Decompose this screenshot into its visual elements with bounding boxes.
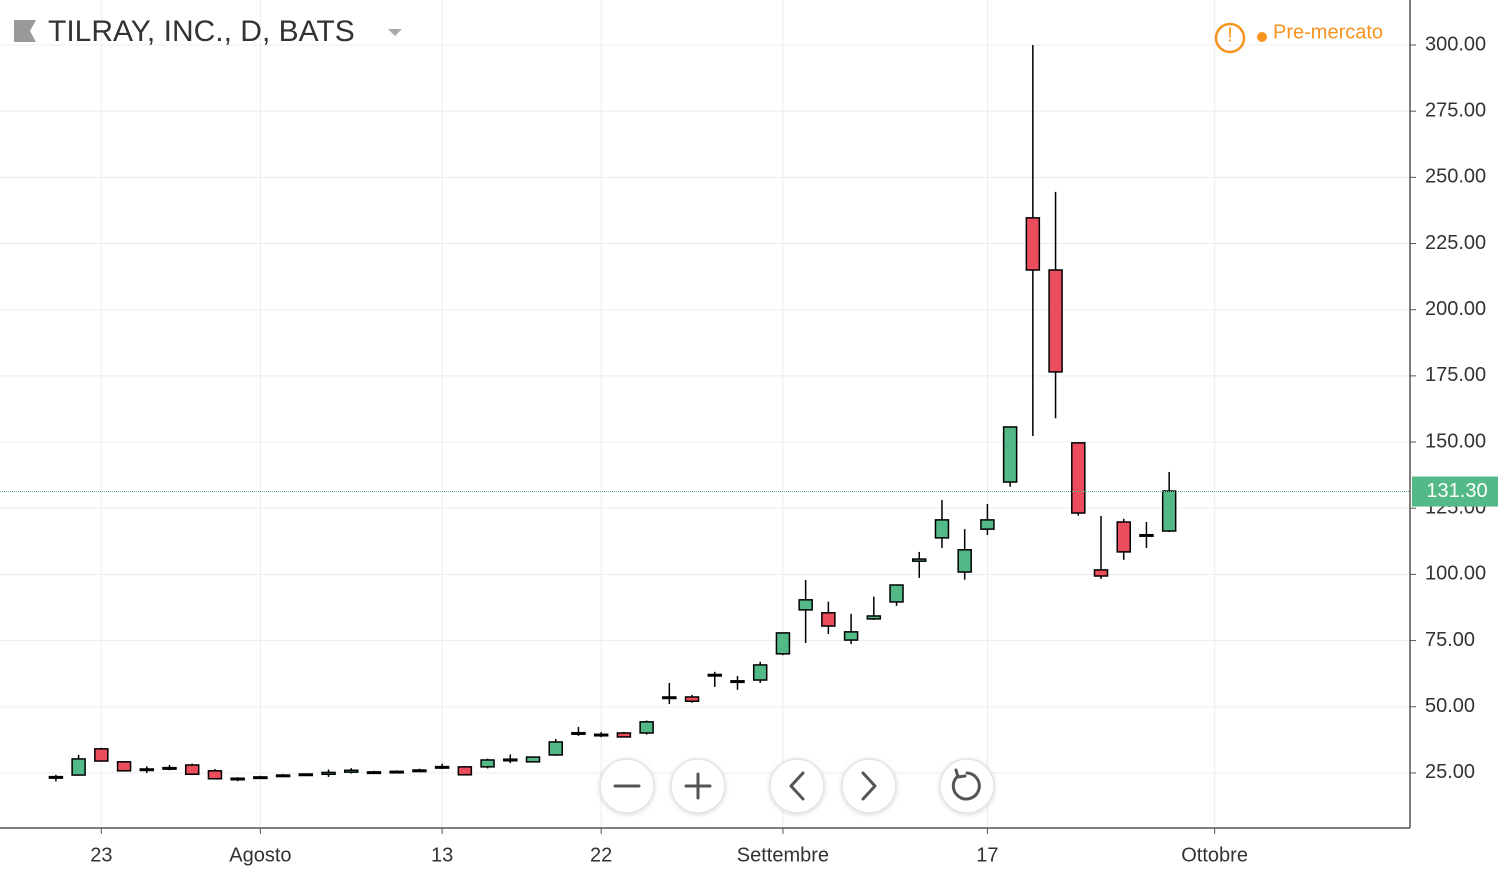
candle-body	[548, 741, 563, 756]
y-tick-label: 275.00	[1425, 99, 1486, 121]
candle-body	[480, 759, 495, 768]
scroll-right-button[interactable]	[841, 758, 897, 814]
x-tick-label: Ottobre	[1181, 844, 1248, 866]
axes: 25.0050.0075.00100.00125.00150.00175.002…	[90, 33, 1498, 866]
scroll-left-button[interactable]	[769, 758, 825, 814]
candle-body	[366, 771, 382, 775]
candle-body	[162, 766, 177, 770]
y-tick-label: 100.00	[1425, 563, 1486, 585]
candle-body	[911, 558, 927, 562]
x-tick-label: 13	[431, 844, 453, 866]
candle-body	[457, 766, 473, 776]
candle-body	[571, 731, 586, 735]
candle-body	[207, 770, 223, 780]
x-tick-label: 23	[90, 844, 112, 866]
zoom-out-button[interactable]	[599, 758, 655, 814]
candle-body	[434, 765, 450, 769]
candle-body	[980, 519, 995, 530]
candles	[0, 45, 1410, 782]
reset-button[interactable]	[939, 758, 995, 814]
candle-body	[752, 664, 768, 681]
candle-body	[843, 631, 859, 641]
candle-body	[662, 696, 677, 700]
candle-body	[957, 549, 972, 573]
flag-icon	[14, 20, 36, 42]
y-tick-label: 25.00	[1425, 761, 1475, 783]
candle-body	[889, 584, 904, 603]
candle-body	[866, 615, 882, 620]
y-tick-label: 225.00	[1425, 232, 1486, 254]
y-tick-label: 175.00	[1425, 364, 1486, 386]
candle-body	[525, 756, 541, 763]
grid	[0, 0, 1410, 828]
candle-body	[389, 770, 404, 774]
status-dot	[1257, 32, 1267, 42]
y-tick-label: 250.00	[1425, 166, 1486, 188]
candle-body	[298, 773, 314, 777]
candle-body	[684, 696, 700, 702]
candle-body	[593, 733, 609, 737]
candle-body	[1025, 217, 1041, 271]
session-status: Pre-mercato	[1273, 21, 1383, 43]
candle-body	[798, 599, 813, 611]
last-price-tag	[1412, 476, 1498, 507]
candle-body	[775, 632, 791, 655]
candle-body	[707, 673, 723, 677]
candle-body	[1071, 442, 1086, 514]
candle-body	[821, 612, 836, 627]
candle-body	[230, 777, 245, 781]
x-tick-label: Settembre	[737, 844, 829, 866]
candle-body	[344, 769, 359, 773]
y-tick-label: 300.00	[1425, 33, 1486, 55]
candle-body	[1161, 490, 1177, 532]
candle-body	[730, 680, 745, 684]
chart-title: TILRAY, INC., D, BATS	[48, 15, 355, 48]
warning-icon[interactable]	[1214, 22, 1246, 54]
candle-body	[1139, 533, 1154, 537]
candle-body	[184, 764, 200, 776]
candle-body	[1116, 521, 1131, 553]
candle-body	[503, 758, 518, 762]
candle-body	[616, 732, 632, 738]
zoom-in-button[interactable]	[670, 758, 726, 814]
warning-mark: !	[1227, 24, 1233, 46]
candle-body	[71, 758, 86, 776]
y-tick-label: 200.00	[1425, 298, 1486, 320]
y-tick-label: 75.00	[1425, 629, 1475, 651]
candle-body	[116, 761, 132, 772]
candle-body	[934, 519, 950, 539]
candle-body	[94, 748, 109, 762]
candle-body	[253, 776, 268, 780]
candle-body	[639, 721, 654, 734]
y-tick-label: 150.00	[1425, 430, 1486, 452]
candle-body	[1048, 269, 1063, 373]
dropdown-icon[interactable]	[388, 29, 402, 36]
last-price-label: 131.30	[1426, 480, 1487, 502]
candle-body	[321, 771, 336, 776]
candle-body	[139, 768, 155, 772]
y-tick-label: 50.00	[1425, 695, 1475, 717]
x-tick-label: 22	[590, 844, 612, 866]
candle-body	[275, 774, 291, 778]
candle-body	[48, 775, 64, 779]
candle-body	[1002, 426, 1018, 483]
candle-body	[1093, 569, 1109, 577]
toolbar	[599, 758, 995, 814]
x-tick-label: Agosto	[229, 844, 291, 866]
candle-body	[412, 769, 427, 773]
x-tick-label: 17	[976, 844, 998, 866]
